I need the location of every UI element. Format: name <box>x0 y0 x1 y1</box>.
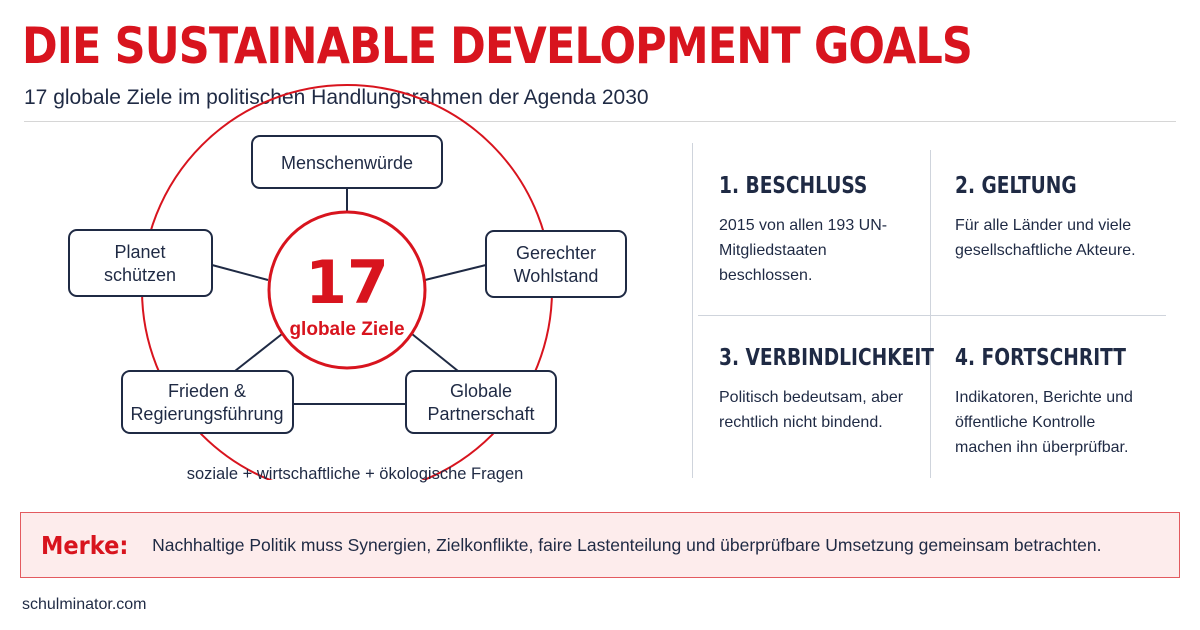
center-label: globale Ziele <box>289 319 404 340</box>
connector-left <box>211 264 269 281</box>
sdg-diagram: 17 globale Ziele Menschenwürde Gerechter… <box>68 84 627 480</box>
center-number: 17 <box>305 248 389 318</box>
node-label: Regierungsführung <box>130 404 283 424</box>
node-menschenwuerde: Menschenwürde <box>251 135 443 189</box>
header-divider <box>24 121 1176 122</box>
node-label: schützen <box>104 265 176 285</box>
grid-divider-vertical <box>930 150 931 478</box>
merke-text: Nachhaltige Politik muss Synergien, Ziel… <box>152 534 1102 555</box>
column-divider <box>692 143 693 478</box>
card-geltung: 2. GELTUNG Für alle Länder und viele ges… <box>955 173 1175 263</box>
node-frieden-regierungsfuehrung: Frieden & Regierungsführung <box>121 370 294 434</box>
card-fortschritt: 4. FORTSCHRITT Indikatoren, Berichte und… <box>955 345 1175 460</box>
connector-right <box>424 264 487 281</box>
page-title: DIE SUSTAINABLE DEVELOPMENT GOALS <box>22 17 973 75</box>
node-label: Globale <box>450 381 512 401</box>
connector-bottom-right <box>411 333 459 372</box>
diagram-footer: soziale + wirtschaftliche + ökologische … <box>186 465 524 483</box>
card-title: 3. VERBINDLICHKEIT <box>719 345 934 371</box>
node-label: Partnerschaft <box>427 404 534 424</box>
node-label: Planet <box>114 242 165 262</box>
card-title: 1. BESCHLUSS <box>719 173 868 199</box>
connector-bottom-left <box>234 333 283 372</box>
brand-link[interactable]: schulminator.com <box>22 596 147 613</box>
merke-label: Merke: <box>41 530 129 560</box>
card-verbindlichkeit: 3. VERBINDLICHKEIT Politisch bedeutsam, … <box>719 345 939 435</box>
card-text: Für alle Länder und viele gesellschaftli… <box>955 217 1136 259</box>
node-globale-partnerschaft: Globale Partnerschaft <box>405 370 557 434</box>
page-subtitle: 17 globale Ziele im politischen Handlung… <box>24 86 649 109</box>
node-gerechter-wohlstand: Gerechter Wohlstand <box>485 230 627 298</box>
card-text: Politisch bedeutsam, aber rechtlich nich… <box>719 389 904 431</box>
node-label: Frieden & <box>168 381 246 401</box>
card-title: 4. FORTSCHRITT <box>955 345 1126 371</box>
card-title: 2. GELTUNG <box>955 173 1077 199</box>
node-planet-schuetzen: Planet schützen <box>68 229 213 297</box>
card-text: Indikatoren, Berichte und öffentliche Ko… <box>955 389 1133 456</box>
card-beschluss: 1. BESCHLUSS 2015 von allen 193 UN-Mitgl… <box>719 173 939 288</box>
node-label: Menschenwürde <box>281 153 413 173</box>
card-text: 2015 von allen 193 UN-Mitgliedstaaten be… <box>719 217 888 284</box>
node-label: Wohlstand <box>514 266 599 286</box>
merke-box: Merke: Nachhaltige Politik muss Synergie… <box>20 512 1180 578</box>
node-label: Gerechter <box>516 243 596 263</box>
center-circle <box>267 210 427 370</box>
grid-divider-horizontal <box>698 315 1166 316</box>
